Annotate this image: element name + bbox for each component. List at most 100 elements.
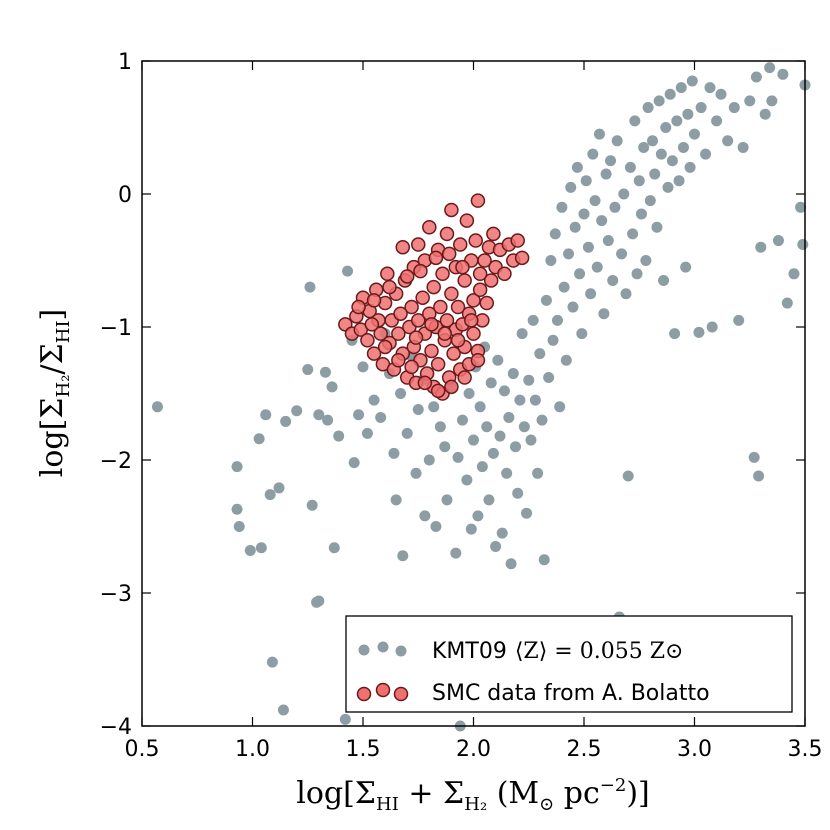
smc-point	[510, 233, 525, 248]
smc-point	[455, 259, 470, 275]
kmt09-point	[395, 388, 407, 399]
kmt09-point	[523, 374, 535, 386]
x-tick-label: 1.0	[235, 737, 270, 762]
legend: KMT09 ⟨Z⟩ = 0.055 Z⊙ SMC data from A. Bol…	[345, 615, 793, 713]
kmt09-point	[596, 215, 608, 227]
kmt09-point	[578, 208, 590, 220]
kmt09-point	[635, 208, 647, 220]
plot-frame	[141, 60, 806, 727]
kmt09-point	[567, 301, 579, 313]
kmt09-point	[498, 385, 510, 397]
smc-point	[470, 353, 486, 368]
kmt09-point	[644, 195, 656, 207]
kmt09-point	[412, 403, 424, 415]
kmt09-point	[640, 255, 652, 266]
kmt09-point	[525, 434, 537, 446]
kmt09-point	[551, 314, 563, 326]
kmt09-point	[693, 326, 705, 338]
x-tick-label: 2.0	[456, 737, 491, 762]
y-tick-label: 1	[118, 50, 132, 75]
kmt09-point	[339, 713, 351, 725]
smc-point	[364, 317, 380, 332]
y-tick-label: −2	[100, 449, 132, 474]
y-tick-label: −4	[100, 715, 132, 740]
smc-point	[444, 202, 459, 218]
kmt09-point	[532, 467, 544, 479]
kmt09-point	[361, 427, 373, 439]
legend-marker-kmt09	[358, 641, 407, 657]
x-axis-title: log[ΣHI + ΣH₂ (M⊙ pc−2)]	[296, 775, 650, 815]
kmt09-point	[766, 95, 778, 107]
kmt09-point	[706, 321, 718, 333]
kmt09-point	[419, 510, 431, 522]
smc-point	[450, 299, 466, 315]
smc-point	[380, 266, 395, 282]
kmt09-point	[465, 523, 477, 535]
kmt09-point	[430, 521, 442, 532]
y-axis-title: log[ΣH₂/ΣHI]	[35, 309, 74, 478]
x-tick-label: 3.5	[788, 737, 823, 762]
kmt09-point	[481, 421, 493, 433]
smc-point	[464, 313, 479, 328]
kmt09-point	[536, 414, 548, 426]
smc-point	[466, 293, 481, 308]
smc-point	[366, 293, 382, 308]
kmt09-point	[580, 175, 592, 187]
legend-label-kmt09: KMT09 ⟨Z⟩ = 0.055 Z⊙	[432, 639, 683, 664]
kmt09-point	[273, 482, 285, 494]
kmt09-point	[231, 503, 243, 515]
smc-point	[444, 286, 459, 301]
legend-box	[345, 615, 793, 713]
kmt09-point	[797, 239, 809, 251]
kmt09-point	[642, 102, 654, 114]
kmt09-point	[313, 595, 325, 607]
smc-series	[338, 193, 530, 401]
kmt09-point	[653, 95, 665, 107]
kmt09-point	[306, 499, 318, 511]
kmt09-point	[587, 148, 599, 160]
kmt09-point	[569, 221, 581, 233]
kmt09-point	[669, 328, 681, 340]
kmt09-point	[671, 115, 683, 127]
kmt09-point	[728, 102, 740, 114]
smc-point	[430, 383, 446, 399]
kmt09-point	[711, 115, 723, 127]
x-tick-label: 2.5	[567, 737, 602, 762]
smc-point	[404, 359, 419, 375]
kmt09-point	[666, 155, 678, 167]
kmt09-point	[490, 540, 502, 552]
kmt09-point	[357, 361, 369, 373]
kmt09-point	[397, 550, 409, 562]
kmt09-point	[675, 82, 687, 94]
kmt09-point	[527, 314, 539, 326]
kmt09-point	[401, 427, 413, 439]
kmt09-point	[450, 547, 462, 559]
kmt09-point	[600, 168, 612, 180]
kmt09-point	[375, 411, 387, 423]
smc-point	[450, 333, 466, 348]
kmt09-point	[764, 62, 776, 74]
kmt09-point	[151, 401, 163, 413]
kmt09-point	[593, 128, 605, 140]
x-tick-label: 3.0	[677, 737, 712, 762]
kmt09-point	[733, 314, 745, 326]
y-tick-label: 0	[118, 183, 132, 208]
kmt09-point	[353, 409, 365, 421]
kmt09-point	[664, 88, 676, 100]
kmt09-point	[744, 95, 756, 107]
kmt09-point	[638, 141, 650, 153]
kmt09-point	[715, 88, 727, 100]
kmt09-point	[529, 394, 541, 406]
kmt09-point	[609, 201, 621, 213]
kmt09-point	[514, 394, 526, 406]
y-tick-label: −1	[100, 316, 132, 341]
smc-point	[437, 326, 453, 341]
kmt09-point	[616, 248, 628, 260]
kmt09-point	[748, 451, 760, 463]
smc-point	[441, 246, 457, 262]
kmt09-point	[368, 394, 380, 406]
kmt09-point	[750, 71, 762, 83]
kmt09-point	[472, 510, 484, 522]
kmt09-point	[483, 494, 495, 506]
legend-label-smc: SMC data from A. Bolatto	[432, 681, 710, 706]
